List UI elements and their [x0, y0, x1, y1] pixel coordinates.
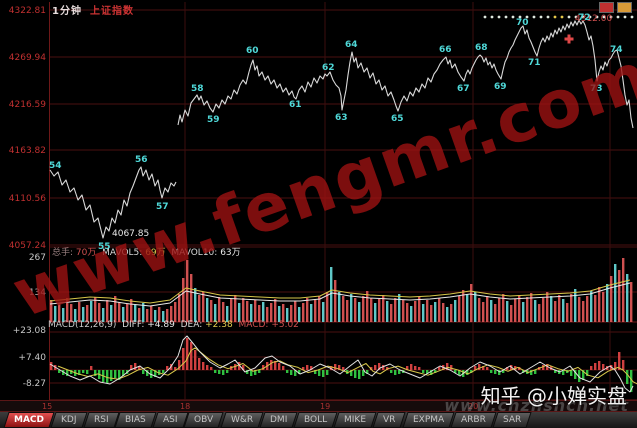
svg-text:59: 59 [207, 115, 220, 125]
svg-text:67: 67 [457, 84, 470, 94]
orange-note-icon[interactable] [617, 2, 632, 13]
tab-label: OBV [194, 415, 214, 425]
time-axis-label: 18 [180, 402, 191, 411]
svg-text:68: 68 [475, 43, 488, 53]
svg-text:61: 61 [289, 100, 302, 110]
tab-label: MIKE [344, 415, 367, 425]
macd-indicator-header: MACD(12,26,9) DIFF: +4.89 DEA: +2.38 MAC… [48, 320, 299, 330]
svg-text:4269.94: 4269.94 [9, 53, 46, 63]
tab-rsi[interactable]: RSI [82, 412, 119, 428]
mavol10-line [49, 282, 631, 307]
tab-label: EXPMA [412, 415, 444, 425]
price-line [177, 19, 634, 129]
red-flag-icon[interactable] [599, 2, 614, 13]
svg-text:4057.24: 4057.24 [9, 241, 46, 251]
svg-text:134: 134 [29, 288, 46, 298]
svg-text:64: 64 [345, 40, 358, 50]
dea-label: DEA: [180, 320, 203, 330]
svg-text:4216.59: 4216.59 [9, 100, 46, 110]
zongshou-label: 总手: [52, 248, 74, 258]
svg-text:60: 60 [246, 46, 259, 56]
diff-value: +4.89 [147, 320, 175, 330]
tab-expma[interactable]: EXPMA [402, 412, 455, 428]
tab-label: VR [383, 415, 396, 425]
svg-text:267: 267 [29, 253, 46, 263]
tab-dmi[interactable]: DMI [259, 412, 298, 428]
tab-macd[interactable]: MACD [3, 412, 55, 428]
pane-corner-icons [599, 2, 632, 13]
tab-label: SAR [502, 415, 521, 425]
time-axis: 15 18 19 20 [0, 400, 637, 412]
time-axis-label: 20 [468, 402, 479, 411]
symbol-label: 上证指数 [89, 6, 134, 17]
svg-text:4067.85: 4067.85 [112, 229, 149, 239]
tab-kdj[interactable]: KDJ [50, 412, 88, 428]
svg-text:70: 70 [516, 18, 529, 28]
svg-text:63: 63 [335, 113, 348, 123]
time-axis-label: 15 [42, 402, 53, 411]
svg-text:+23.08: +23.08 [13, 326, 47, 336]
tab-label: BOLL [304, 415, 328, 425]
tab-bias[interactable]: BIAS [114, 412, 157, 428]
tab-label: RSI [93, 415, 109, 425]
dea-line [57, 347, 637, 385]
svg-text:57: 57 [156, 202, 169, 212]
svg-text:4110.56: 4110.56 [9, 194, 46, 204]
svg-text:55: 55 [98, 242, 111, 252]
price-line [49, 166, 177, 239]
svg-text:66: 66 [439, 45, 452, 55]
indicator-tabbar: MACD KDJ RSI BIAS ASI OBV W&R DMI BOLL MIKE VR EXPM… [0, 412, 637, 428]
tab-arbr[interactable]: ARBR [450, 412, 497, 428]
svg-text:4312.00: 4312.00 [575, 14, 612, 24]
tab-obv[interactable]: OBV [183, 412, 225, 428]
diff-line [49, 335, 634, 393]
chart-area[interactable]: 4322.81 4269.94 4216.59 4163.82 4110.56 4057.… [0, 0, 637, 400]
macd-value: +5.02 [271, 320, 299, 330]
volume-header: 总手: 70万 MAVOL5: 69万 MAVOL10: 63万 [52, 245, 241, 258]
svg-text:74: 74 [610, 45, 623, 55]
svg-text:69: 69 [494, 82, 507, 92]
tab-wr[interactable]: W&R [219, 412, 264, 428]
svg-text:58: 58 [191, 84, 204, 94]
svg-text:56: 56 [135, 155, 148, 165]
mavol10-label: MAVOL10: [171, 248, 218, 258]
mavol10-value: 63万 [220, 248, 241, 258]
svg-text:71: 71 [528, 58, 541, 68]
zongshou-value: 70万 [75, 248, 97, 258]
time-axis-label: 19 [320, 402, 331, 411]
macd-name: MACD(12,26,9) [48, 320, 117, 330]
macd-label: MACD: [238, 320, 269, 330]
svg-text:62: 62 [322, 63, 335, 73]
svg-text:-8.27: -8.27 [23, 379, 46, 389]
dea-value: +2.38 [205, 320, 233, 330]
tab-sar[interactable]: SAR [492, 412, 532, 428]
svg-text:54: 54 [49, 161, 62, 171]
svg-text:4163.82: 4163.82 [9, 146, 46, 156]
tab-label: BIAS [125, 415, 146, 425]
svg-text:73: 73 [590, 84, 603, 94]
tab-label: ASI [162, 415, 178, 425]
mavol5-label: MAVOL5: [102, 248, 143, 258]
tab-label: W&R [230, 415, 253, 425]
tab-label: ARBR [460, 415, 486, 425]
mavol5-value: 69万 [145, 248, 166, 258]
tab-label: KDJ [61, 415, 77, 425]
tab-vr[interactable]: VR [372, 412, 407, 428]
svg-text:+7.40: +7.40 [18, 353, 46, 363]
tab-label: MACD [14, 415, 44, 425]
svg-text:65: 65 [391, 114, 404, 124]
chart-title: 1分钟 上证指数 [52, 2, 134, 17]
tab-label: DMI [269, 415, 288, 425]
diff-label: DIFF: [122, 320, 145, 330]
svg-text:4322.81: 4322.81 [9, 6, 46, 16]
tab-boll[interactable]: BOLL [293, 412, 338, 428]
mavol5-line [49, 279, 631, 304]
svg-text:72: 72 [578, 13, 591, 23]
tab-asi[interactable]: ASI [152, 412, 188, 428]
tab-mike[interactable]: MIKE [333, 412, 377, 428]
period-label: 1分钟 [52, 6, 82, 17]
